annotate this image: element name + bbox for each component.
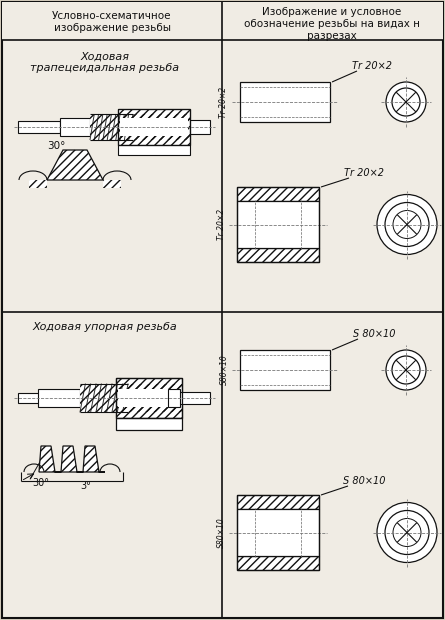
Bar [237,187,319,201]
Polygon shape [39,446,105,472]
Bar [18,121,60,133]
Text: S80×10: S80×10 [217,517,226,548]
Text: 3°: 3° [81,481,91,491]
Polygon shape [47,150,103,180]
Bar [29,180,47,188]
Text: 30°: 30° [47,141,65,151]
Bar [168,389,180,407]
Bar [180,392,210,404]
Bar [116,418,182,430]
Text: 30°: 30° [32,478,49,488]
Text: S 80×10: S 80×10 [353,329,395,339]
Bar [237,495,319,570]
Text: Условно-схематичное
изображение резьбы: Условно-схематичное изображение резьбы [52,11,172,33]
Bar [2,2,222,40]
Bar [237,201,319,248]
Circle shape [386,82,426,122]
Circle shape [377,195,437,254]
Bar [80,384,128,412]
Bar [90,114,133,140]
Bar [190,120,210,134]
Text: Ходовая упорная резьба: Ходовая упорная резьба [32,322,178,332]
Bar [38,389,80,407]
Bar [237,509,319,556]
Text: Изображение и условное
обозначение резьбы на видах н
разрезах: Изображение и условное обозначение резьб… [244,7,420,40]
Bar [240,350,330,390]
Bar [103,180,121,188]
Bar [90,114,190,140]
Bar [60,118,90,136]
Text: Тr 20×2: Тr 20×2 [217,209,226,240]
Bar [237,495,319,509]
Text: S 80×10: S 80×10 [343,476,385,486]
Bar [237,556,319,570]
Bar [118,109,190,145]
Circle shape [386,350,426,390]
Bar [118,389,180,407]
Text: S80×10: S80×10 [219,355,228,386]
Bar [120,118,188,136]
Bar [116,378,182,418]
Bar [240,82,330,122]
Bar [118,145,190,155]
Bar [237,248,319,262]
Text: Тr 20×2: Тr 20×2 [344,168,384,178]
Bar [118,109,190,145]
Text: Тr 20×2: Тr 20×2 [219,86,228,118]
Bar [18,393,53,403]
Text: Тr 20×2: Тr 20×2 [352,61,392,71]
Bar [116,378,182,418]
Circle shape [377,502,437,562]
Bar [222,2,443,40]
Bar [80,384,182,412]
Bar [237,187,319,262]
Text: Ходовая
трапецеидальная резьба: Ходовая трапецеидальная резьба [30,51,180,73]
